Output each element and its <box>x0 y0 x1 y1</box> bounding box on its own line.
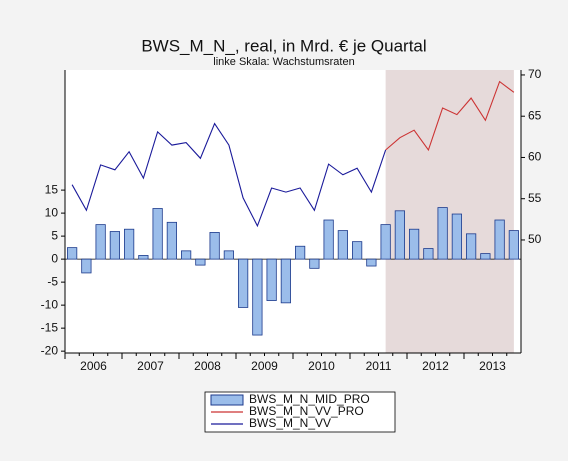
bar <box>280 258 291 304</box>
x-tick-label: 2010 <box>308 359 335 373</box>
bar <box>480 253 491 260</box>
bar <box>409 228 420 260</box>
bar <box>309 258 320 269</box>
y2-tick-label: 50 <box>528 232 542 246</box>
y2-tick-label: 60 <box>528 150 542 164</box>
bar <box>437 207 448 260</box>
bar <box>451 213 462 260</box>
bar <box>95 224 106 260</box>
bar <box>323 219 334 260</box>
y-tick-label: 15 <box>45 182 59 196</box>
bar <box>508 230 519 260</box>
bar <box>195 258 206 266</box>
x-tick-label: 2011 <box>366 359 392 373</box>
y-tick-label: 10 <box>45 205 59 219</box>
x-tick-label: 2006 <box>80 359 107 373</box>
chart-title: BWS_M_N_, real, in Mrd. € je Quartal <box>141 36 426 55</box>
bar <box>266 258 277 301</box>
bar <box>252 258 263 336</box>
bar <box>295 245 306 260</box>
bar <box>67 247 78 260</box>
y2-tick-label: 70 <box>528 67 542 81</box>
legend-label: BWS_M_N_VV <box>249 416 331 430</box>
x-tick-label: 2007 <box>137 359 164 373</box>
bar <box>138 255 149 260</box>
y-tick-label: -10 <box>41 297 59 311</box>
y-tick-label: -15 <box>41 320 59 334</box>
bar <box>209 232 220 260</box>
bar <box>81 258 92 274</box>
bar <box>352 241 363 260</box>
y2-tick-label: 65 <box>528 108 542 122</box>
bar <box>380 224 391 260</box>
legend-swatch <box>210 394 244 406</box>
bar <box>466 233 477 260</box>
legend-label: BWS_M_N_MID_PRO <box>249 392 370 406</box>
bar <box>394 210 405 260</box>
line-series <box>385 80 515 152</box>
y2-tick-label: 55 <box>528 191 542 205</box>
bar <box>423 248 434 260</box>
bar <box>152 208 163 260</box>
y-tick-label: -20 <box>41 343 59 357</box>
bar <box>223 250 234 260</box>
bar <box>109 231 120 260</box>
y-tick-label: 0 <box>51 251 58 265</box>
x-tick-label: 2013 <box>479 359 506 373</box>
bar <box>238 258 249 308</box>
x-tick-label: 2009 <box>251 359 278 373</box>
bar <box>494 219 505 260</box>
line-series <box>71 122 387 228</box>
y-tick-label: 5 <box>51 228 58 242</box>
bar <box>166 221 177 260</box>
bar <box>124 228 135 260</box>
bar <box>366 258 377 267</box>
x-tick-label: 2012 <box>422 359 449 373</box>
y-tick-label: -5 <box>47 274 58 288</box>
bar <box>181 250 192 260</box>
x-tick-label: 2008 <box>194 359 221 373</box>
legend-label: BWS_M_N_VV_PRO <box>249 404 364 418</box>
bar <box>337 230 348 260</box>
chart-subtitle: linke Skala: Wachstumsraten <box>213 56 354 68</box>
forecast-region <box>385 70 514 353</box>
